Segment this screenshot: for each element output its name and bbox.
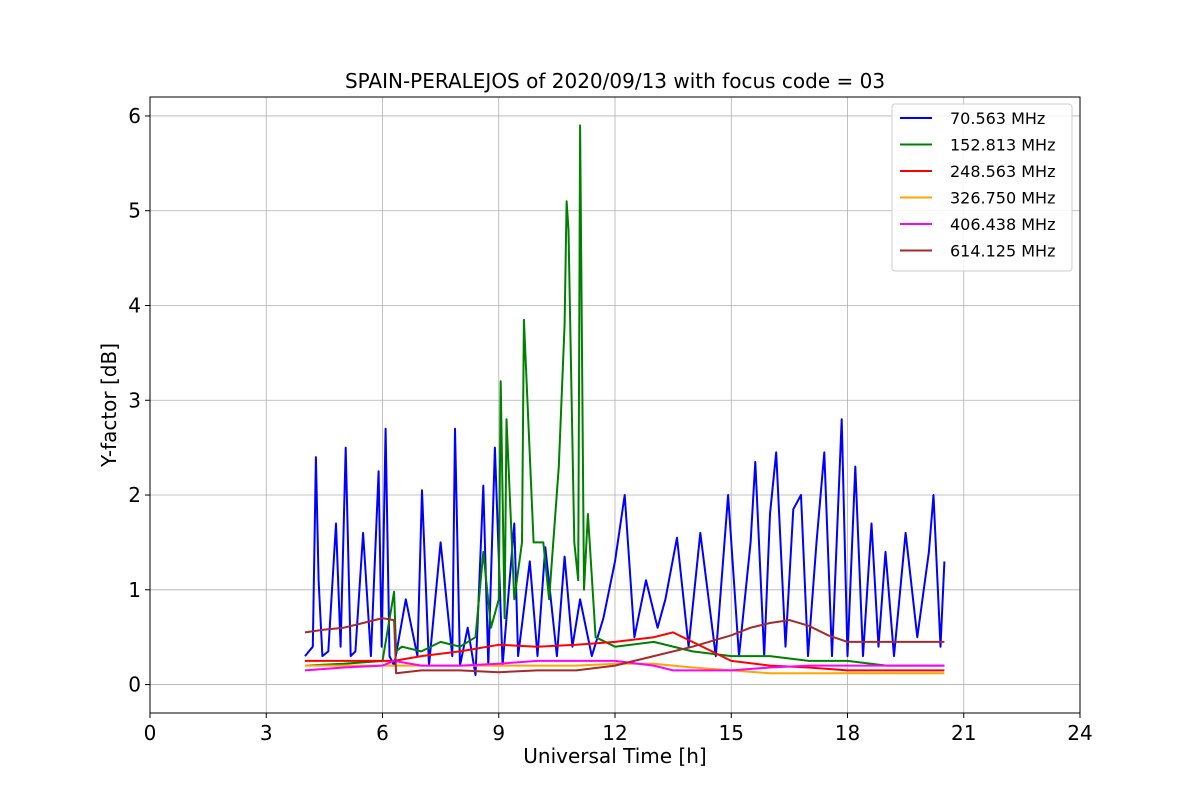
x-tick-label: 15 [719, 721, 744, 745]
x-tick-label: 3 [260, 721, 273, 745]
legend-label: 614.125 MHz [950, 242, 1055, 261]
y-axis-label: Y-factor [dB] [97, 343, 121, 468]
legend-label: 70.563 MHz [950, 109, 1045, 128]
legend-label: 326.750 MHz [950, 189, 1055, 208]
y-tick-label: 0 [128, 673, 141, 697]
series-line-5 [304, 617, 945, 675]
y-tick-label: 2 [128, 483, 141, 507]
chart-title: SPAIN-PERALEJOS of 2020/09/13 with focus… [345, 69, 885, 93]
x-tick-label: 6 [376, 721, 389, 745]
legend-label: 406.438 MHz [950, 215, 1055, 234]
x-tick-label: 18 [835, 721, 860, 745]
y-tick-label: 4 [128, 293, 141, 317]
legend-label: 248.563 MHz [950, 162, 1055, 181]
x-tick-label: 21 [951, 721, 976, 745]
legend-box [891, 103, 1073, 272]
series-line-4 [304, 659, 945, 672]
y-tick-label: 6 [128, 104, 141, 128]
y-tick-label: 5 [128, 199, 141, 223]
x-tick-label: 24 [1067, 721, 1092, 745]
x-axis-label: Universal Time [h] [523, 744, 706, 768]
legend-label: 152.813 MHz [950, 136, 1055, 155]
x-tick-label: 12 [602, 721, 627, 745]
series-lines [304, 124, 946, 677]
series-line-1 [304, 124, 945, 667]
series-line-0 [304, 418, 946, 677]
y-tick-label: 1 [128, 578, 141, 602]
series-line-2 [305, 631, 945, 672]
x-tick-label: 9 [492, 721, 505, 745]
x-tick-label: 0 [144, 721, 157, 745]
legend: 70.563 MHz 152.813 MHz 248.563 MHz 326.750 … [891, 103, 1073, 272]
y-tick-label: 3 [128, 388, 141, 412]
